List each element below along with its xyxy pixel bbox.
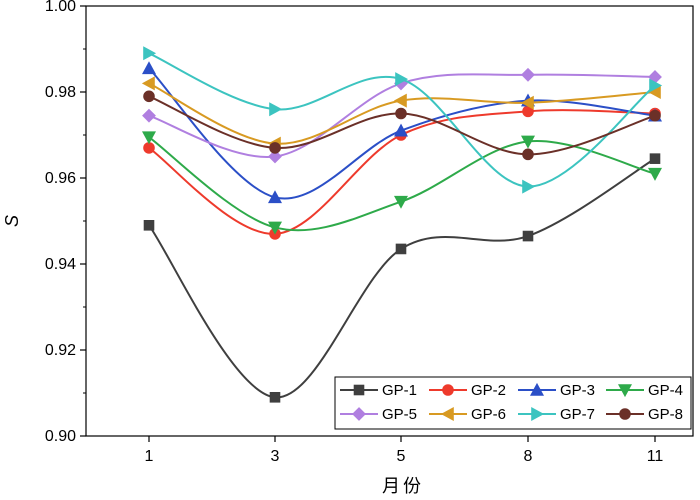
legend-marker — [353, 384, 365, 396]
x-tick-label: 1 — [145, 448, 154, 465]
series-layer — [141, 46, 663, 403]
y-tick-label: 0.94 — [45, 256, 76, 273]
legend-item: GP-1 — [340, 382, 417, 399]
legend-item: GP-3 — [518, 382, 595, 399]
series-line — [148, 52, 656, 188]
legend-label: GP-2 — [471, 382, 506, 399]
data-point — [393, 195, 409, 209]
data-point — [649, 78, 663, 93]
legend-label: GP-5 — [382, 406, 417, 423]
data-point — [268, 149, 282, 164]
legend-item: GP-4 — [606, 382, 683, 399]
data-point — [522, 148, 534, 161]
data-point — [520, 135, 536, 149]
data-point — [649, 153, 661, 164]
series-gp-8 — [143, 90, 661, 161]
legend-label: GP-7 — [560, 406, 595, 423]
series-gp-7 — [143, 46, 663, 194]
data-point — [143, 46, 157, 61]
legend-label: GP-6 — [471, 406, 506, 423]
legend-item: GP-7 — [518, 406, 595, 423]
data-point — [269, 102, 283, 117]
data-point — [395, 243, 407, 255]
data-point — [520, 95, 534, 110]
data-point — [143, 220, 155, 231]
data-point — [267, 190, 283, 204]
legend-label: GP-1 — [382, 382, 417, 399]
legend-marker — [531, 406, 545, 422]
data-point — [141, 76, 155, 91]
series-line — [148, 157, 656, 399]
legend-item: GP-2 — [429, 382, 506, 399]
data-point — [395, 72, 409, 87]
legend-label: GP-4 — [648, 382, 683, 399]
data-point — [142, 108, 156, 123]
legend-item: GP-5 — [340, 406, 417, 423]
ticks-layer: 0.90 0.92 0.94 0.96 0.98 1.00 1 3 5 8 11 — [45, 0, 664, 465]
legend-marker — [440, 406, 454, 422]
y-tick-label: 0.90 — [45, 428, 76, 445]
x-tick-label: 8 — [524, 448, 533, 465]
x-tick-label: 11 — [647, 448, 664, 465]
data-point — [143, 90, 155, 103]
data-point — [647, 167, 663, 181]
data-point — [521, 67, 535, 82]
series-line — [148, 95, 656, 156]
legend-marker — [352, 407, 366, 421]
data-point — [393, 123, 409, 137]
data-point — [395, 107, 407, 120]
y-tick-label: 1.00 — [45, 0, 76, 15]
x-axis-title: 月份 — [382, 476, 424, 496]
legend-marker — [619, 408, 631, 420]
series-line — [148, 136, 656, 232]
data-point — [649, 109, 661, 122]
legend-box — [334, 376, 692, 430]
y-tick-label: 0.98 — [45, 84, 76, 101]
legend: GP-1 GP-2 GP-3 GP-4 GP-5 GP-6 GP-7 GP-8 — [334, 376, 692, 430]
legend-label: GP-3 — [560, 382, 595, 399]
data-point — [393, 93, 407, 108]
y-tick-label: 0.92 — [45, 342, 76, 359]
data-point — [269, 142, 281, 154]
series-gp-4 — [141, 131, 663, 235]
x-tick-label: 3 — [271, 448, 280, 465]
y-axis-title: S — [2, 215, 22, 227]
legend-item: GP-6 — [429, 406, 506, 423]
data-point — [522, 230, 534, 242]
x-tick-label: 5 — [397, 448, 406, 465]
legend-marker — [617, 384, 633, 398]
legend-marker — [442, 384, 454, 396]
data-point — [141, 131, 157, 145]
y-tick-label: 0.96 — [45, 170, 76, 187]
legend-marker — [529, 382, 545, 396]
legend-item: GP-8 — [606, 406, 683, 423]
data-point — [141, 61, 157, 75]
data-point — [269, 391, 281, 403]
legend-label: GP-8 — [648, 406, 683, 423]
plot-frame — [85, 5, 694, 437]
series-gp-1 — [143, 153, 661, 403]
data-point — [267, 221, 283, 235]
data-point — [522, 179, 536, 194]
